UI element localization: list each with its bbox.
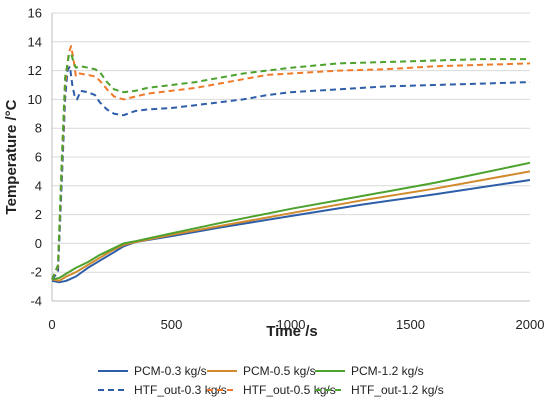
legend-label: PCM-0.5 kg/s — [243, 364, 316, 378]
y-tick-label: 8 — [35, 121, 42, 136]
legend-label: PCM-1.2 kg/s — [351, 364, 424, 378]
y-tick-label: 4 — [35, 178, 42, 193]
y-tick-label: 12 — [28, 63, 42, 78]
x-tick-label: 1000 — [277, 317, 306, 332]
x-tick-label: 0 — [48, 317, 55, 332]
y-tick-label: -4 — [30, 294, 42, 309]
x-tick-label: 2000 — [516, 317, 545, 332]
x-tick-label: 500 — [161, 317, 183, 332]
y-axis-title: Temperature /°C — [3, 99, 20, 214]
series-line-5 — [51, 45, 531, 280]
y-tick-label: 0 — [35, 236, 42, 251]
legend-label: PCM-0.3 kg/s — [134, 364, 207, 378]
series-line-6 — [51, 52, 530, 280]
axes — [51, 13, 530, 302]
y-tick-label: 6 — [35, 150, 42, 165]
tick-labels: -4 -2 0 2 4 6 8 10 12 14 16 0 500 1000 1500 2000 — [28, 6, 545, 333]
series-line-3 — [51, 161, 531, 281]
legend-label: HTF_out-0.3 kg/s — [134, 383, 227, 397]
x-tick-label: 1500 — [396, 317, 425, 332]
series-line-4 — [51, 65, 531, 281]
series-line-2 — [51, 170, 531, 282]
y-tick-label: -2 — [30, 265, 42, 280]
legend: PCM-0.3 kg/s PCM-0.5 kg/s PCM-1.2 kg/s HTF_… — [98, 364, 444, 397]
series-line-1 — [51, 179, 531, 284]
series-lines — [51, 45, 531, 284]
x-axis-title: Time /s — [266, 323, 317, 340]
legend-label: HTF_out-1.2 kg/s — [351, 383, 444, 397]
y-tick-label: 2 — [35, 207, 42, 222]
y-tick-label: 10 — [28, 92, 42, 107]
y-tick-label: 14 — [28, 34, 42, 49]
y-tick-label: 16 — [28, 6, 42, 21]
grid-lines — [52, 12, 530, 302]
legend-label: HTF_out-0.5 kg/s — [243, 383, 336, 397]
